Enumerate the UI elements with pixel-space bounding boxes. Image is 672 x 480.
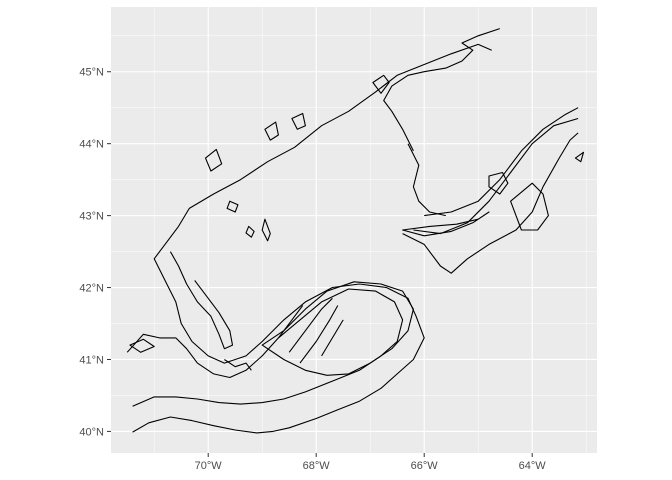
- x-axis: 70°W 68°W 66°W 64°W: [195, 453, 547, 472]
- grand-manan-contour: [372, 74, 390, 94]
- y-tick-label: 42°N: [79, 283, 104, 295]
- y-tick-label: 43°N: [79, 211, 104, 223]
- coastal-shelf-contour: [169, 251, 234, 350]
- mt-desert-contour: [291, 112, 306, 130]
- penobscot-contour: [264, 121, 279, 141]
- scotian-shelf-inner-contour: [424, 107, 579, 217]
- scotian-shelf-mid-contour: [413, 117, 579, 235]
- wilkinson-basin-contour: [261, 218, 271, 242]
- georges-ridges-2: [299, 305, 339, 364]
- nantucket-ridges: [224, 359, 252, 371]
- georges-bank-contour: [261, 281, 414, 376]
- x-tick-label: 70°W: [195, 460, 223, 472]
- sable-bank-contour: [488, 171, 509, 195]
- nantucket-shoal-contour: [129, 338, 155, 353]
- georges-ridges-3: [321, 319, 344, 357]
- casco-bay-contour: [204, 148, 223, 172]
- emerald-bank-contour: [510, 182, 549, 231]
- y-tick-label: 41°N: [79, 354, 104, 366]
- x-tick-label: 64°W: [519, 460, 547, 472]
- georges-ridges-1: [288, 297, 333, 353]
- outer-shelf-contour: [132, 43, 492, 434]
- y-tick-label: 40°N: [79, 426, 104, 438]
- scotian-shelf-outer-contour: [402, 132, 579, 274]
- x-tick-label: 68°W: [303, 460, 331, 472]
- scotian-east-island: [574, 151, 585, 163]
- cashes-ledge-contour: [245, 225, 255, 238]
- y-axis: 45°N 44°N 43°N 42°N 41°N 40°N: [79, 67, 111, 438]
- x-tick-label: 66°W: [411, 460, 439, 472]
- y-tick-label: 45°N: [79, 67, 104, 79]
- jeffreys-ledge-contour: [226, 200, 239, 213]
- georges-ridges-4: [277, 305, 304, 339]
- mid-shelf-contour: [126, 288, 404, 407]
- contour-lines: [126, 28, 585, 434]
- fundy-coast-contour: [383, 28, 500, 152]
- cape-sable-channel-contour: [407, 143, 446, 217]
- browns-bank-contour: [402, 211, 490, 237]
- y-tick-label: 44°N: [79, 139, 104, 151]
